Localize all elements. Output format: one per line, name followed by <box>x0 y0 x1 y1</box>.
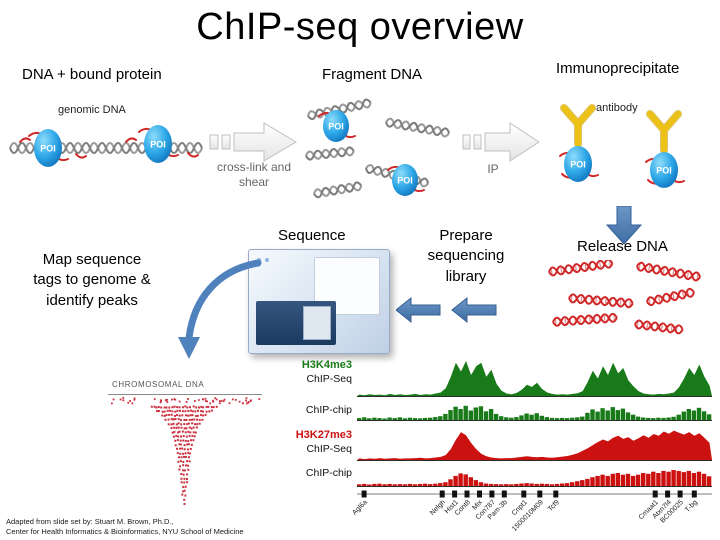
red-dna-fragment <box>548 260 614 277</box>
step-label-fragment-dna: Fragment DNA <box>322 66 423 83</box>
genomic-dna-label: genomic DNA <box>58 104 126 116</box>
poi-label: POI <box>40 144 56 154</box>
gene-label: Agl6a <box>351 499 370 517</box>
poi-protein: POI <box>387 164 425 196</box>
release-dna-label: Release DNA <box>577 238 668 255</box>
dna-fragment <box>305 146 355 161</box>
fragment-chip <box>221 134 231 150</box>
block-arrow-right <box>484 122 540 162</box>
antibody-label: antibody <box>596 102 638 114</box>
left-arrow-icon <box>396 297 441 324</box>
ip-arrow-label: IP <box>487 162 499 176</box>
antibody-icon <box>560 104 596 148</box>
gene-labels: Agl6a Nelgh Hist1 Cont8 Mix Con787 Pam-3b Cnpt1… <box>351 497 712 539</box>
red-dna-fragment <box>634 319 684 335</box>
poi-label: POI <box>656 166 672 176</box>
poi-blob <box>323 110 349 142</box>
track-row-chipseq-1: ChIP-Seq <box>306 373 352 385</box>
poi-label: POI <box>150 140 166 150</box>
sequencer-bay <box>256 301 336 345</box>
poi-label: POI <box>328 122 344 132</box>
footer-line-1: Adapted from slide set by: Stuart M. Bro… <box>6 517 174 526</box>
crosslink-arrow-icon <box>209 122 297 162</box>
step-label-dna-bound-protein: DNA + bound protein <box>22 66 162 83</box>
red-dna-fragment <box>568 293 634 309</box>
page-title: ChIP-seq overview <box>196 6 524 48</box>
crosslink-arrow-label: cross-link and shear <box>216 160 292 189</box>
released-dna-graphic <box>548 260 701 335</box>
dna-fragment <box>384 117 451 138</box>
track-h3k27me3-chipseq <box>357 430 712 461</box>
track-h3k4me3-chipchip <box>357 405 712 421</box>
poi-blob <box>144 125 172 163</box>
immunoprecipitate-graphic: POI POI <box>559 104 685 188</box>
gene-annotation <box>357 490 712 498</box>
red-dna-fragment <box>636 261 701 282</box>
red-dna-fragment <box>552 312 618 327</box>
poi-blob <box>392 164 418 196</box>
track-row-chipchip-2: ChIP-chip <box>305 467 352 479</box>
fragment-chip <box>209 134 219 150</box>
map-tags-label: Map sequence tags to genome & identify p… <box>33 251 151 309</box>
poi-protein: POI <box>138 125 179 163</box>
fragment-chip <box>473 134 482 150</box>
left-arrows-icon <box>396 297 497 324</box>
footer-credit: Adapted from slide set by: Stuart M. Bro… <box>6 517 244 537</box>
dna-fragment <box>312 181 363 199</box>
dna-fragment <box>306 98 372 121</box>
poi-protein: POI <box>28 129 69 167</box>
sequencer-indicator <box>265 258 269 262</box>
ip-arrow-icon <box>462 122 540 162</box>
poi-protein: POI <box>645 152 685 188</box>
fragment-dna-graphic: POI POI <box>305 98 451 199</box>
track-name-h3k4me3: H3K4me3 <box>301 359 352 371</box>
curved-arrow-icon <box>178 259 262 359</box>
poi-protein: POI <box>559 146 599 182</box>
fragment-chip <box>462 134 471 150</box>
track-name-h3k27me3: H3K27me3 <box>295 429 352 441</box>
histone-mark-icon <box>19 137 31 143</box>
step-label-immunoprecipitate: Immunoprecipitate <box>556 60 680 77</box>
poi-blob <box>650 152 678 188</box>
track-h3k4me3-chipseq <box>357 361 712 397</box>
sequence-label: Sequence <box>278 227 346 244</box>
poi-blob <box>34 129 62 167</box>
sequencer-image <box>248 249 390 354</box>
histone-mark-icon <box>75 153 87 159</box>
block-arrow-right <box>233 122 297 162</box>
prepare-library-label: Prepare sequencing library <box>427 227 505 285</box>
peak-chart-title: CHROMOSOMAL DNA <box>112 380 205 389</box>
footer-line-2: Center for Health Informatics & Bioinfor… <box>6 526 244 536</box>
antibody-icon <box>646 110 682 154</box>
down-arrow-icon <box>605 206 643 245</box>
histone-mark-icon <box>125 137 137 143</box>
track-row-chipseq-2: ChIP-Seq <box>306 443 352 455</box>
genomic-dna-graphic: POI POI <box>9 125 203 167</box>
left-arrow-icon <box>451 297 497 324</box>
red-dna-fragment <box>646 287 695 307</box>
peak-dots <box>111 397 261 505</box>
poi-protein: POI <box>318 110 356 142</box>
sequencer-tray <box>303 306 331 340</box>
track-h3k27me3-chipchip <box>357 470 712 487</box>
poi-label: POI <box>570 160 586 170</box>
poi-blob <box>564 146 592 182</box>
peak-chart-axis <box>108 394 262 395</box>
track-row-chipchip-1: ChIP-chip <box>305 404 352 416</box>
histone-mark-icon <box>187 152 199 158</box>
poi-label: POI <box>397 176 413 186</box>
